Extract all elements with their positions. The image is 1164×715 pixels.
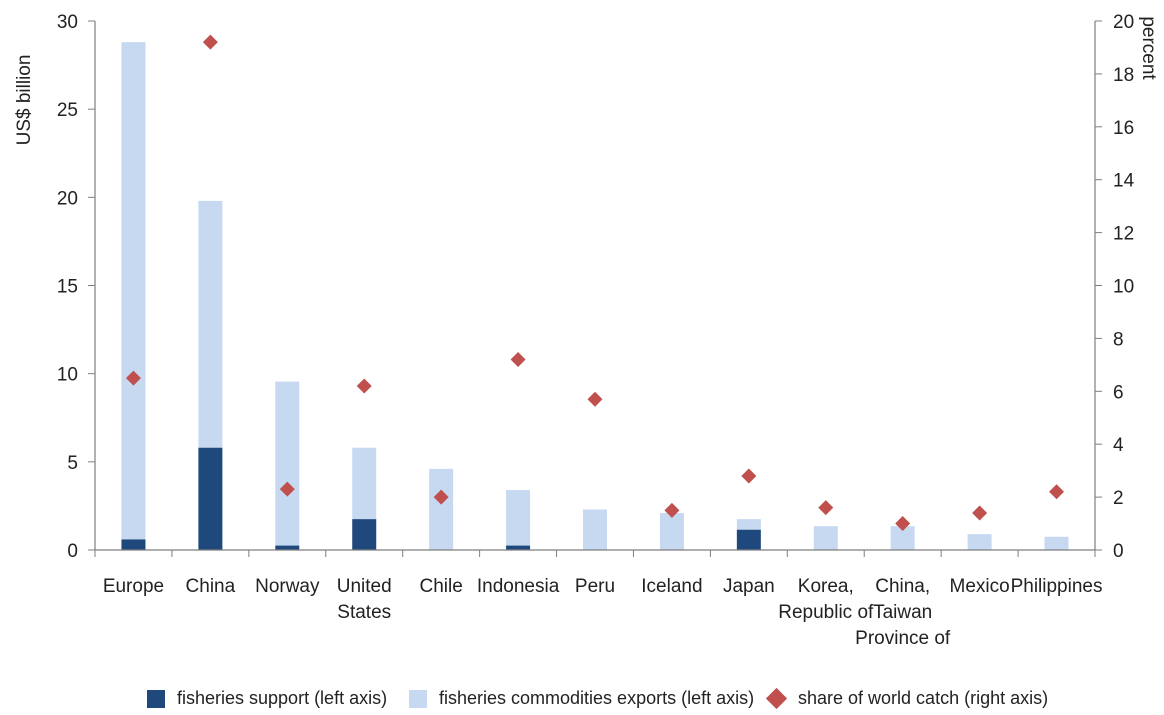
legend-item-fisheries-support: fisheries support (left axis) (147, 688, 387, 709)
x-tick-label-1: China (186, 576, 236, 597)
legend-swatch-fisheries-support (147, 689, 165, 708)
axes-layer: Europe China Norway United States Chile Indone… (57, 12, 1135, 649)
y-tick-label-4: 20 (57, 188, 78, 209)
y2-tick-label-8: 16 (1113, 118, 1134, 139)
bar-support-3 (352, 519, 377, 550)
marker-share-5 (510, 352, 526, 368)
x-tick-label-3: United States (337, 576, 392, 623)
x-tick-label-5: Indonesia (477, 576, 560, 597)
x-tick-label-6: Peru (575, 576, 615, 597)
chart-svg: Europe China Norway United States Chile Indone… (14, 12, 1159, 649)
bar-exports-1 (198, 200, 223, 448)
legend-label-share-of-catch: share of world catch (right axis) (798, 688, 1049, 708)
bar-exports-12 (1044, 536, 1069, 550)
x-tick-label-10: China, Taiwan Province of (855, 576, 951, 649)
bars-layer (121, 42, 1069, 550)
marker-share-9 (818, 500, 834, 516)
y2-tick-label-5: 10 (1113, 277, 1134, 298)
y2-tick-label-6: 12 (1113, 224, 1134, 245)
legend: fisheries support (left axis) fisheries … (0, 687, 1164, 714)
bar-exports-8 (736, 519, 761, 530)
y2-tick-label-2: 4 (1113, 435, 1124, 456)
bar-support-1 (198, 447, 223, 550)
bar-exports-3 (352, 447, 377, 520)
markers-layer (125, 34, 1065, 532)
marker-share-8 (741, 468, 757, 484)
x-tick-label-9: Korea, Republic of (778, 576, 874, 623)
marker-share-1 (202, 34, 218, 50)
bar-exports-4 (429, 468, 454, 550)
legend-swatch-share-of-catch (765, 687, 788, 710)
legend-item-fisheries-exports: fisheries commodities exports (left axis… (409, 688, 754, 709)
y2-tick-label-4: 8 (1113, 329, 1124, 350)
bar-exports-0 (121, 42, 146, 540)
bar-support-8 (736, 529, 761, 550)
marker-share-11 (972, 505, 988, 521)
x-tick-label-11: Mexico (950, 576, 1010, 597)
y2-tick-label-3: 6 (1113, 382, 1124, 403)
bar-exports-2 (275, 381, 300, 546)
x-tick-label-12: Philippines (1011, 576, 1103, 597)
x-tick-label-4: Chile (419, 576, 462, 597)
legend-label-fisheries-support: fisheries support (left axis) (177, 688, 388, 708)
x-tick-label-8: Japan (723, 576, 775, 597)
y-axis-label: US$ billion (14, 55, 35, 146)
x-tick-label-2: Norway (255, 576, 320, 597)
legend-swatch-fisheries-exports (409, 689, 427, 708)
y-tick-label-6: 30 (57, 12, 78, 33)
marker-share-0 (125, 370, 141, 386)
marker-share-6 (587, 391, 603, 407)
y-tick-label-3: 15 (57, 277, 78, 298)
bar-exports-10 (890, 526, 915, 550)
bar-exports-11 (967, 534, 992, 550)
bar-exports-6 (583, 509, 607, 550)
y-tick-label-0: 0 (67, 541, 78, 562)
y2-tick-label-9: 18 (1113, 65, 1134, 86)
y2-tick-label-0: 0 (1113, 541, 1124, 562)
y2-axis-label: percent (1138, 16, 1159, 80)
marker-share-10 (895, 516, 911, 532)
bar-exports-5 (506, 490, 531, 546)
legend-item-share-of-catch: share of world catch (right axis) (765, 687, 1049, 710)
bar-support-2 (275, 545, 300, 550)
marker-share-12 (1049, 484, 1065, 500)
x-tick-label-7: Iceland (641, 576, 702, 597)
x-tick-label-0: Europe (103, 576, 164, 597)
bar-exports-7 (659, 512, 684, 550)
bar-support-5 (506, 545, 531, 550)
y2-tick-label-1: 2 (1113, 488, 1124, 509)
y-tick-label-5: 25 (57, 100, 78, 121)
bar-support-0 (121, 539, 146, 550)
y-tick-label-2: 10 (57, 365, 78, 386)
y2-tick-label-10: 20 (1113, 12, 1134, 33)
y2-tick-label-7: 14 (1113, 171, 1135, 192)
marker-share-4 (433, 489, 449, 505)
y-tick-label-1: 5 (67, 453, 78, 474)
marker-share-3 (356, 378, 372, 394)
marker-share-7 (664, 502, 680, 518)
legend-label-fisheries-exports: fisheries commodities exports (left axis… (439, 688, 755, 708)
bar-exports-9 (813, 526, 838, 550)
marker-share-2 (279, 481, 295, 497)
